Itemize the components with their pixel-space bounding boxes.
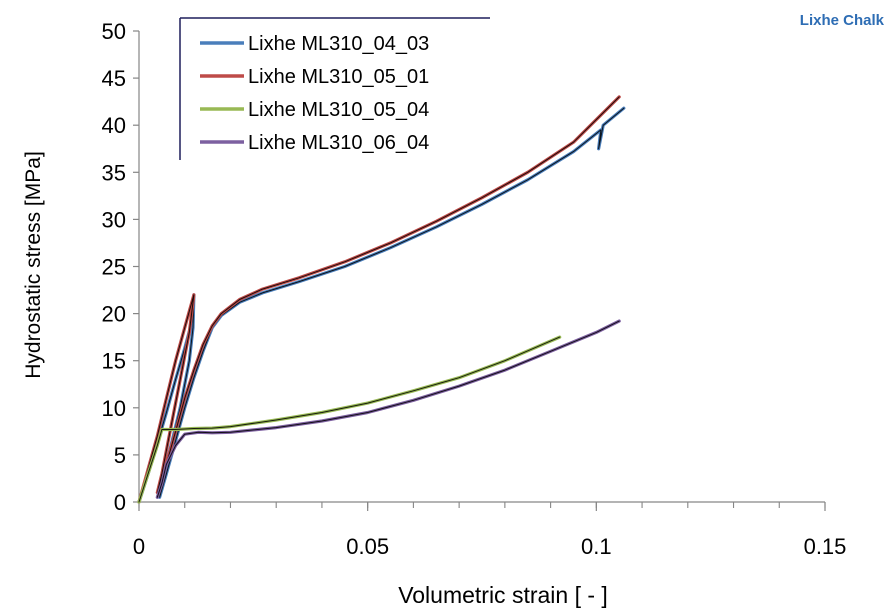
y-tick-label: 10 (102, 396, 126, 421)
y-tick-label: 40 (102, 113, 126, 138)
legend-label-2: Lixhe ML310_05_01 (248, 66, 429, 88)
x-axis-label: Volumetric strain [ - ] (398, 582, 608, 608)
series-layer (137, 95, 626, 504)
y-tick-label: 30 (102, 207, 126, 232)
series-fit-line-2 (138, 96, 620, 503)
x-tick-label: 0.1 (581, 534, 612, 559)
legend: Lixhe ML310_04_03 Lixhe ML310_05_01 Lixhe … (179, 17, 490, 160)
series-line-4 (155, 319, 621, 499)
y-tick-label: 45 (102, 66, 126, 91)
y-tick-label: 5 (114, 443, 126, 468)
legend-label-1: Lixhe ML310_04_03 (248, 33, 429, 55)
series-fit-line-4 (156, 320, 620, 498)
series-line-3 (137, 335, 562, 504)
y-tick-label: 50 (102, 19, 126, 44)
chart-title: Lixhe Chalk (799, 12, 884, 29)
x-tick-label: 0.15 (804, 534, 847, 559)
legend-label-4: Lixhe ML310_06_04 (248, 132, 429, 154)
axes-layer: 0 5 10 15 20 25 30 35 40 45 50 0 0.05 0.1 0.15 (102, 19, 847, 559)
y-tick-label: 20 (102, 302, 126, 327)
y-tick-label: 15 (102, 349, 126, 374)
series-line-1 (137, 106, 626, 504)
y-tick-label: 0 (114, 490, 126, 515)
y-tick-label: 25 (102, 255, 126, 280)
series-fit-line-3 (138, 336, 561, 503)
y-tick-label: 35 (102, 160, 126, 185)
y-axis-label: Hydrostatic stress [MPa] (22, 151, 45, 379)
legend-label-3: Lixhe ML310_05_04 (248, 99, 429, 121)
x-tick-label: 0.05 (346, 534, 389, 559)
x-tick-label: 0 (133, 534, 145, 559)
